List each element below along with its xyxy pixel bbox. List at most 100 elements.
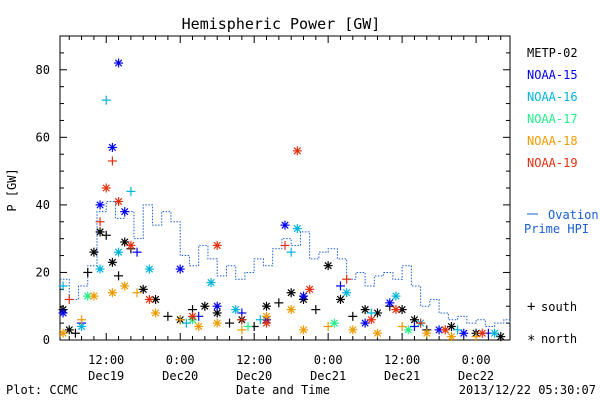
data-point-stroke-d2 — [392, 292, 400, 300]
data-point — [107, 288, 117, 298]
data-point-stroke-d2 — [213, 241, 221, 250]
data-point — [120, 207, 130, 217]
data-point-stroke-d2 — [232, 305, 240, 314]
data-point-stroke-d2 — [127, 241, 135, 250]
data-point — [83, 267, 93, 277]
x-tick-label-time: 12:00 — [384, 353, 420, 367]
data-point — [181, 318, 191, 328]
x-tick-label-time: 12:00 — [88, 353, 124, 367]
x-tick-label-date: Dec20 — [162, 369, 198, 383]
data-point-stroke-d2 — [373, 329, 382, 337]
data-point-stroke-d2 — [262, 312, 271, 321]
data-point-stroke-d2 — [59, 329, 67, 337]
data-point-stroke-d2 — [447, 322, 456, 331]
data-point — [255, 315, 265, 325]
data-point — [397, 321, 407, 331]
data-point — [77, 315, 87, 325]
data-point — [58, 281, 68, 291]
data-point — [403, 325, 413, 335]
data-point-stroke-d2 — [213, 319, 221, 327]
data-point — [391, 305, 401, 315]
data-point — [348, 325, 358, 335]
data-point-stroke-d2 — [96, 201, 104, 209]
data-point-stroke-d2 — [114, 59, 123, 67]
data-point-stroke-d2 — [490, 329, 499, 337]
data-point-stroke-d2 — [361, 305, 369, 314]
data-point — [151, 294, 161, 304]
data-point-stroke-d2 — [145, 265, 154, 273]
legend-entry-noaa-15: NOAA-15 — [527, 68, 578, 82]
data-point-stroke-d2 — [361, 319, 369, 327]
data-point — [335, 294, 345, 304]
data-point — [114, 247, 124, 257]
data-point — [132, 247, 142, 257]
data-point — [101, 95, 111, 105]
data-point — [422, 328, 432, 338]
data-point — [107, 156, 117, 166]
legend-entry-noaa-19: NOAA-19 — [527, 156, 578, 170]
data-point — [101, 183, 111, 193]
data-point-stroke-d2 — [108, 143, 117, 152]
data-point-stroke-d2 — [96, 265, 104, 273]
marker-legend: + south * north — [527, 299, 577, 349]
series-noaa-17 — [83, 291, 413, 335]
data-point — [175, 315, 185, 325]
series-legend: METP-02 NOAA-15 NOAA-16 NOAA-17 NOAA-18 NOAA-… — [527, 46, 578, 170]
north-marker-label: north — [541, 332, 577, 346]
data-point-stroke-d2 — [145, 295, 154, 304]
data-point-stroke-d2 — [460, 329, 468, 337]
data-point — [335, 281, 345, 291]
data-point — [225, 318, 235, 328]
data-point-stroke-d2 — [293, 224, 301, 233]
data-point-stroke-d2 — [410, 316, 419, 324]
data-point — [126, 240, 136, 250]
data-point — [237, 325, 247, 335]
data-point — [237, 315, 247, 325]
data-point — [329, 318, 339, 328]
data-point — [385, 298, 395, 308]
data-point-stroke-d2 — [287, 305, 295, 314]
data-point — [286, 247, 296, 257]
data-point — [446, 332, 456, 342]
data-point — [471, 332, 481, 342]
data-point-stroke-d2 — [121, 282, 129, 290]
data-point — [342, 274, 352, 284]
legend-entry-noaa-18: NOAA-18 — [527, 134, 578, 148]
data-point — [409, 321, 419, 331]
data-point — [286, 305, 296, 315]
data-point — [89, 291, 99, 301]
data-point — [206, 278, 216, 288]
x-tick-label-time: 0:00 — [166, 353, 195, 367]
data-point — [212, 301, 222, 311]
data-point — [58, 308, 68, 318]
data-point-stroke-d2 — [299, 326, 308, 334]
data-point — [95, 264, 105, 274]
series-noaa-15 — [58, 58, 493, 338]
data-point — [70, 328, 80, 338]
data-point — [114, 197, 124, 207]
data-point-stroke-d2 — [330, 319, 338, 327]
series-noaa-16 — [58, 95, 500, 338]
data-point — [243, 321, 253, 331]
data-point-stroke-d2 — [293, 147, 301, 155]
data-point — [440, 325, 450, 335]
data-point — [360, 318, 370, 328]
data-point — [323, 321, 333, 331]
data-point — [58, 328, 68, 338]
data-point — [459, 328, 469, 338]
legend-entry-noaa-16: NOAA-16 — [527, 90, 578, 104]
x-tick-label-date: Dec21 — [384, 369, 420, 383]
data-point — [280, 220, 290, 230]
data-point — [360, 305, 370, 315]
data-point — [107, 257, 117, 267]
data-point — [416, 318, 426, 328]
data-point — [126, 186, 136, 196]
series-noaa-18 — [58, 281, 481, 342]
data-point-stroke-d2 — [447, 332, 456, 341]
data-point-stroke-d2 — [213, 309, 221, 317]
data-point — [262, 318, 272, 328]
data-point — [292, 146, 302, 156]
data-point — [101, 230, 111, 240]
x-tick-label-date: Dec21 — [310, 369, 346, 383]
data-point — [477, 328, 487, 338]
